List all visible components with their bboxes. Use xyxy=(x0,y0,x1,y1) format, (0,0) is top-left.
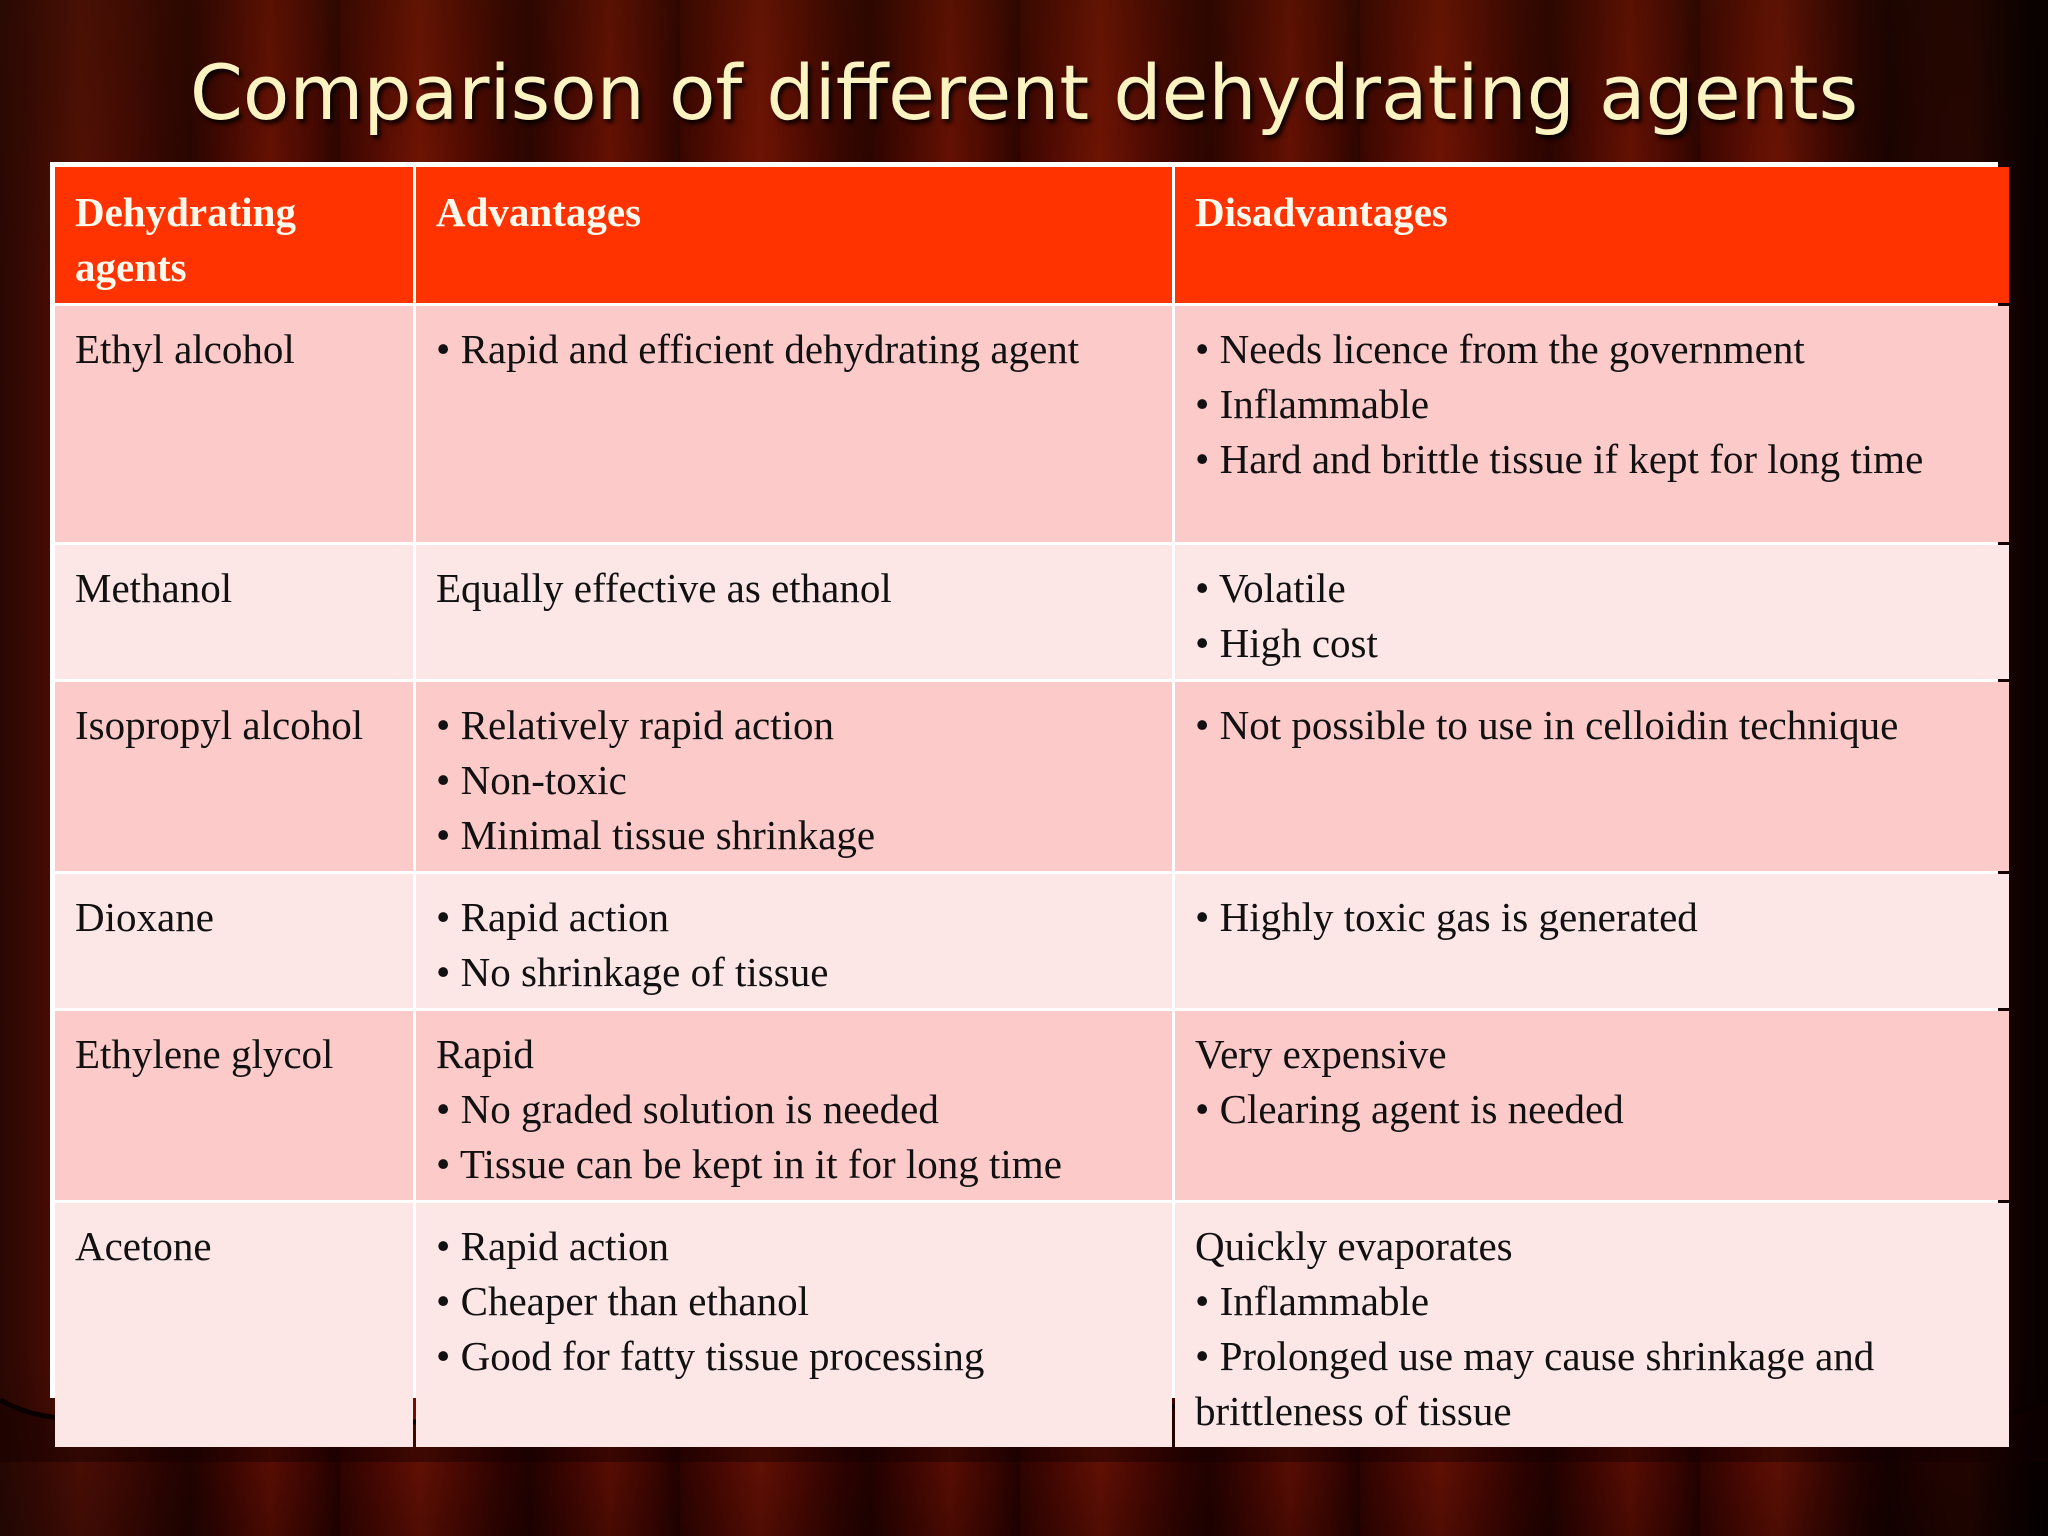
disadvantage-item: Very expensive xyxy=(1195,1031,1447,1077)
disadvantage-item: Quickly evaporates xyxy=(1195,1223,1513,1269)
agent-cell: Dioxane xyxy=(55,874,413,1008)
header-disadvantages: Disadvantages xyxy=(1175,167,2009,303)
agent-cell: Acetone xyxy=(55,1203,413,1447)
advantage-item: • Good for fatty tissue processing xyxy=(436,1333,985,1379)
disadvantages-cell: • Volatile • High cost xyxy=(1175,545,2009,679)
disadvantage-item: • Clearing agent is needed xyxy=(1195,1086,1624,1132)
comparison-table: Dehydrating agents Advantages Disadvanta… xyxy=(52,164,2012,1450)
disadvantages-cell: Very expensive • Clearing agent is neede… xyxy=(1175,1011,2009,1200)
table-row-methanol: Methanol Equally effective as ethanol • … xyxy=(55,545,2009,679)
disadvantage-item: • Prolonged use may cause shrinkage and … xyxy=(1195,1333,1875,1434)
disadvantages-cell: • Highly toxic gas is generated xyxy=(1175,874,2009,1008)
agent-cell: Methanol xyxy=(55,545,413,679)
disadvantage-item: • Hard and brittle tissue if kept for lo… xyxy=(1195,436,1924,482)
disadvantage-item: • Volatile xyxy=(1195,565,1346,611)
table-row-ethyl-alcohol: Ethyl alcohol • Rapid and efficient dehy… xyxy=(55,306,2009,542)
header-advantages: Advantages xyxy=(416,167,1172,303)
advantages-cell: • Rapid action • No shrinkage of tissue xyxy=(416,874,1172,1008)
advantage-item: • Relatively rapid action xyxy=(436,702,835,748)
advantages-cell: Equally effective as ethanol xyxy=(416,545,1172,679)
advantages-cell: Rapid • No graded solution is needed • T… xyxy=(416,1011,1172,1200)
advantage-item: • Rapid action xyxy=(436,1223,669,1269)
advantage-item: • No graded solution is needed xyxy=(436,1086,939,1132)
advantages-cell: • Relatively rapid action • Non-toxic • … xyxy=(416,682,1172,871)
table-row-isopropyl-alcohol: Isopropyl alcohol • Relatively rapid act… xyxy=(55,682,2009,871)
header-dehydrating-agents: Dehydrating agents xyxy=(55,167,413,303)
disadvantages-cell: • Needs licence from the government • In… xyxy=(1175,306,2009,542)
agent-cell: Ethyl alcohol xyxy=(55,306,413,542)
advantage-item: • Cheaper than ethanol xyxy=(436,1278,809,1324)
advantage-item: Equally effective as ethanol xyxy=(436,565,892,611)
advantages-cell: • Rapid and efficient dehydrating agent xyxy=(416,306,1172,542)
disadvantage-item: • Needs licence from the government xyxy=(1195,326,1805,372)
table-header-row: Dehydrating agents Advantages Disadvanta… xyxy=(55,167,2009,303)
advantage-item: • No shrinkage of tissue xyxy=(436,949,829,995)
advantage-item: Rapid xyxy=(436,1031,534,1077)
disadvantage-item: • Not possible to use in celloidin techn… xyxy=(1195,702,1899,748)
disadvantage-item: • Inflammable xyxy=(1195,381,1430,427)
agent-cell: Ethylene glycol xyxy=(55,1011,413,1200)
advantage-item: • Rapid and efficient dehydrating agent xyxy=(436,326,1080,372)
table-row-dioxane: Dioxane • Rapid action • No shrinkage of… xyxy=(55,874,2009,1008)
advantage-item: • Non-toxic xyxy=(436,757,627,803)
advantage-item: • Minimal tissue shrinkage xyxy=(436,812,876,858)
table-row-ethylene-glycol: Ethylene glycol Rapid • No graded soluti… xyxy=(55,1011,2009,1200)
disadvantage-item: • High cost xyxy=(1195,620,1378,666)
advantage-item: • Rapid action xyxy=(436,894,669,940)
comparison-table-container: Dehydrating agents Advantages Disadvanta… xyxy=(50,162,2009,1447)
disadvantages-cell: Quickly evaporates • Inflammable • Prolo… xyxy=(1175,1203,2009,1447)
disadvantages-cell: • Not possible to use in celloidin techn… xyxy=(1175,682,2009,871)
slide-title: Comparison of different dehydrating agen… xyxy=(189,48,1859,137)
table-row-acetone: Acetone • Rapid action • Cheaper than et… xyxy=(55,1203,2009,1447)
advantage-item: • Tissue can be kept in it for long time xyxy=(436,1141,1062,1187)
advantages-cell: • Rapid action • Cheaper than ethanol • … xyxy=(416,1203,1172,1447)
disadvantage-item: • Highly toxic gas is generated xyxy=(1195,894,1698,940)
agent-cell: Isopropyl alcohol xyxy=(55,682,413,871)
disadvantage-item: • Inflammable xyxy=(1195,1278,1430,1324)
